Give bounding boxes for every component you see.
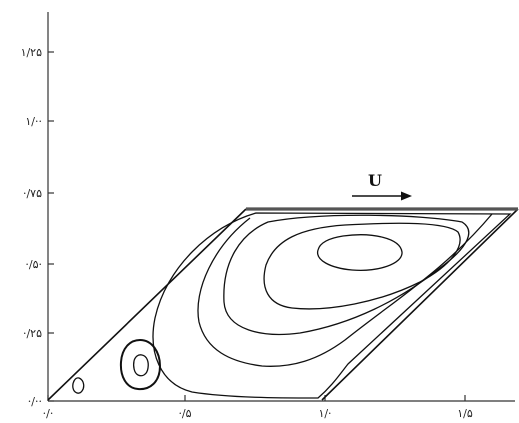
secondary-streamline-inner <box>132 354 149 377</box>
streamline-outer <box>152 212 512 399</box>
streamline-2 <box>197 213 493 367</box>
secondary-streamline-outer <box>119 338 162 391</box>
secondary-vortex-streamlines <box>119 338 162 391</box>
cavity-right-wall <box>321 208 519 401</box>
lid-velocity-arrow: U <box>352 171 412 201</box>
lid-velocity-label: U <box>368 171 382 190</box>
y-tick-label: ·/·· <box>28 395 42 408</box>
streamline-3 <box>223 214 470 336</box>
x-tick-label: ·/· <box>43 407 54 420</box>
streamline-4 <box>263 222 461 310</box>
tertiary-streamline <box>72 377 85 394</box>
cavity <box>47 207 519 401</box>
y-tick-label: ·/۷۵ <box>23 187 42 200</box>
x-tick-label: ·/۵ <box>178 407 191 420</box>
y-tick-labels: ·/·· ·/۲۵ ·/۵· ·/۷۵ ۱/·· ۱/۲۵ <box>21 46 43 408</box>
y-tick-label: ·/۵· <box>25 258 42 271</box>
x-tick-label: ۱/· <box>318 407 331 420</box>
tertiary-vortex-streamlines <box>72 377 85 394</box>
velocity-arrow-head <box>401 191 412 201</box>
cavity-left-wall <box>47 208 247 401</box>
streamline-core <box>317 234 403 271</box>
primary-vortex-streamlines <box>152 212 512 399</box>
x-tick-label: ۱/۵ <box>457 407 473 420</box>
axes <box>47 12 515 402</box>
y-tick-label: ·/۲۵ <box>23 327 42 340</box>
y-tick-label: ۱/·· <box>25 115 42 128</box>
y-tick-label: ۱/۲۵ <box>21 46 43 59</box>
x-tick-labels: ·/· ·/۵ ۱/· ۱/۵ <box>43 407 473 420</box>
